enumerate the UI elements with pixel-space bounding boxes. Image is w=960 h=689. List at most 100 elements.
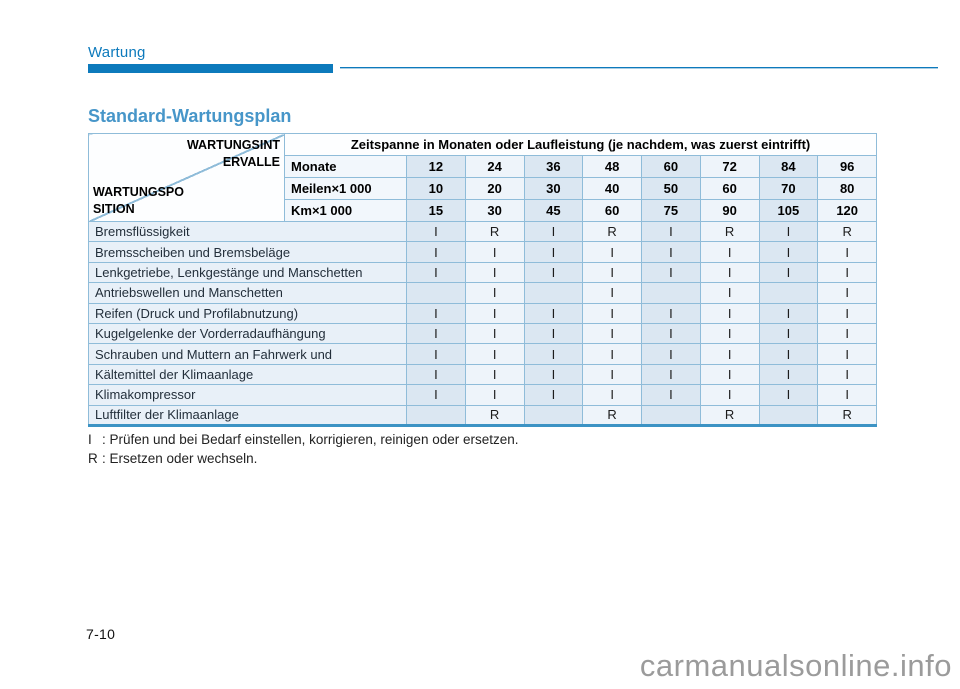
schedule-cell: I [582,363,642,386]
maintenance-item-label: Lenkgetriebe, Lenkgestänge und Manschett… [88,261,407,284]
schedule-cell: I [582,322,642,345]
interval-span-header: Zeitspanne in Monaten oder Laufleistung … [283,133,878,156]
schedule-cell: I [699,363,760,386]
schedule-cell: I [464,302,525,324]
schedule-cell: I [641,302,701,324]
schedule-cell: I [641,241,701,263]
interval-value: 36 [523,155,584,178]
schedule-cell: R [582,220,642,243]
schedule-cell: R [464,220,525,243]
interval-value: 120 [817,199,878,222]
table-row: Klimakompressor I I I I I I I I [88,384,878,406]
schedule-cell: R [817,220,878,243]
unit-label: Km×1 000 [284,199,407,222]
table-row: Schrauben und Muttern an Fahrwerk und I I I… [88,343,878,365]
schedule-cell: I [817,322,878,345]
unit-row-1: Meilen×1 000 10 20 30 40 50 60 70 80 [89,177,878,200]
maintenance-item-label: Kältemittel der Klimaanlage [88,363,407,386]
corner-position-label: WARTUNGSPO SITION [93,184,184,218]
schedule-cell: I [406,343,466,365]
schedule-cell: I [641,343,701,365]
schedule-cell [758,404,819,426]
schedule-cell: I [758,302,819,324]
schedule-cell: I [406,363,466,386]
legend-symbol: R [88,450,98,466]
schedule-cell: R [817,404,878,426]
interval-value: 80 [817,177,878,200]
interval-value: 45 [523,199,584,222]
corner-position-line1: WARTUNGSPO [93,185,184,199]
legend: I: Prüfen und bei Bedarf einstellen, kor… [88,431,519,468]
corner-intervals-line2: ERVALLE [222,155,280,169]
schedule-cell: I [464,261,525,284]
schedule-cell: I [406,302,466,324]
table-row: Bremsflüssigkeit I R I R I R I R [88,220,878,243]
schedule-cell: I [406,241,466,263]
schedule-cell: I [582,282,642,304]
maintenance-item-label: Luftfilter der Klimaanlage [88,404,407,426]
corner-intervals-line1: WARTUNGSINT [186,138,280,152]
schedule-cell: I [758,261,819,284]
interval-value: 75 [641,199,701,222]
schedule-cell: I [464,282,525,304]
schedule-cell: I [699,302,760,324]
schedule-cell [758,282,819,304]
schedule-cell: I [464,343,525,365]
schedule-cell: I [641,384,701,406]
table-row: Antriebswellen und Manschetten I I I I [88,282,878,304]
schedule-cell: I [758,343,819,365]
chapter-title: Wartung [88,44,146,61]
schedule-cell: I [817,261,878,284]
schedule-cell: I [758,384,819,406]
unit-row-2: Km×1 000 15 30 45 60 75 90 105 120 [89,199,878,222]
schedule-cell: I [406,384,466,406]
maintenance-schedule-table: WARTUNGSINT ERVALLE WARTUNGSPO SITION Ze… [88,133,878,427]
interval-value: 60 [582,199,642,222]
interval-value: 60 [641,155,701,178]
schedule-cell: I [523,384,584,406]
schedule-cell: I [582,241,642,263]
schedule-cell: I [758,322,819,345]
schedule-cell: I [523,322,584,345]
header-rule-line [340,67,938,69]
schedule-cell [523,282,584,304]
schedule-cell: I [699,261,760,284]
schedule-cell: I [406,322,466,345]
schedule-cell: I [817,282,878,304]
corner-position-line2: SITION [93,202,135,216]
interval-value: 24 [464,155,525,178]
table-row: Luftfilter der Klimaanlage R R R R [88,404,878,426]
schedule-cell: I [817,343,878,365]
schedule-cell: I [523,302,584,324]
corner-diagonal-cell: WARTUNGSINT ERVALLE WARTUNGSPO SITION [88,133,285,222]
legend-item-R: R: Ersetzen oder wechseln. [88,450,519,469]
maintenance-item-label: Schrauben und Muttern an Fahrwerk und [88,343,407,365]
schedule-cell: I [817,241,878,263]
schedule-cell: I [406,261,466,284]
unit-row-0: Monate 12 24 36 48 60 72 84 96 [89,155,878,178]
maintenance-item-label: Bremsscheiben und Bremsbeläge [88,241,407,263]
unit-label: Meilen×1 000 [284,177,407,200]
interval-value: 60 [699,177,760,200]
schedule-cell: I [641,322,701,345]
interval-value: 48 [582,155,642,178]
interval-value: 50 [641,177,701,200]
schedule-cell: I [523,241,584,263]
page-number: 7-10 [86,626,116,642]
schedule-cell: I [699,384,760,406]
maintenance-item-label: Antriebswellen und Manschetten [88,282,407,304]
schedule-cell: I [582,343,642,365]
table-row: Kältemittel der Klimaanlage I I I I I I I I [88,363,878,386]
schedule-cell: R [464,404,525,426]
interval-value: 12 [406,155,466,178]
schedule-cell: I [582,261,642,284]
interval-value: 90 [699,199,760,222]
interval-value: 40 [582,177,642,200]
schedule-cell [641,282,701,304]
table-row: Reifen (Druck und Profilabnutzung) I I I I I I… [88,302,878,324]
schedule-cell: I [523,363,584,386]
schedule-cell [523,404,584,426]
schedule-cell: I [582,302,642,324]
maintenance-item-label: Bremsflüssigkeit [88,220,407,243]
schedule-cell: I [464,241,525,263]
